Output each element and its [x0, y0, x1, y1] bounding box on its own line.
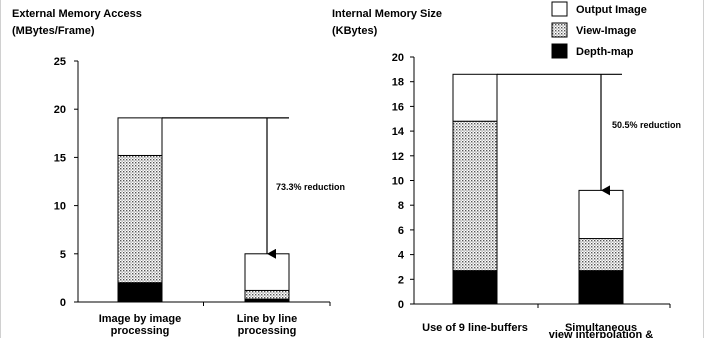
y-tick-label: 10: [392, 176, 404, 188]
chart-title-line: (KBytes): [332, 25, 378, 37]
y-tick-label: 20: [392, 52, 404, 64]
legend-swatch-dotted: [551, 22, 568, 38]
legend-label: View-Image: [576, 25, 636, 37]
bar-segment-view-image-0: [452, 120, 498, 272]
legend-label: Depth-map: [576, 46, 634, 58]
legend-swatch-black: [551, 43, 568, 59]
category-label: Simultaneous: [565, 322, 637, 334]
reduction-annotation: 73.3% reduction: [276, 182, 345, 192]
category-label: Use of 9 line-buffers: [422, 322, 528, 334]
category-label: view interpolation &: [549, 329, 654, 338]
internal-memory-chart: Internal Memory Size (KBytes) 0 2 4 6 8 10 12 14 1…: [332, 8, 681, 338]
y-tick-label: 8: [398, 200, 404, 212]
category-label: processing: [238, 325, 297, 337]
external-memory-chart: External Memory Access (MBytes/Frame) 0 5 10…: [12, 8, 345, 337]
y-tick-label: 16: [392, 101, 404, 113]
legend: Output Image View-Image Depth-map: [551, 1, 647, 59]
bar-segment-view-image-1: [578, 238, 624, 272]
bar-segment-view-image-0: [117, 154, 163, 284]
category-label: processing: [111, 325, 170, 337]
y-tick-label: 0: [60, 297, 66, 309]
bar-segment-depth-map-0: [452, 270, 498, 305]
reduction-annotation: 50.5% reduction: [612, 120, 681, 130]
y-tick-label: 4: [398, 250, 405, 262]
y-tick-label: 6: [398, 225, 404, 237]
y-tick-label: 12: [392, 151, 404, 163]
category-label: Image by image: [99, 313, 182, 325]
category-label: Line by line: [237, 313, 298, 325]
y-tick-label: 18: [392, 77, 404, 89]
legend-label: Output Image: [576, 4, 647, 16]
chart-title-line: (MBytes/Frame): [12, 25, 95, 37]
bar-segment-output-image-1: [244, 253, 290, 291]
bar-segment-output-image-0: [117, 117, 163, 156]
y-tick-label: 10: [54, 201, 66, 213]
bar-segment-depth-map-1: [578, 270, 624, 305]
y-tick-label: 2: [398, 274, 404, 286]
y-tick-label: 20: [54, 104, 66, 116]
figure-left-border: [0, 0, 1, 338]
chart-title-line: Internal Memory Size: [332, 8, 442, 20]
legend-swatch-white: [551, 1, 568, 17]
y-tick-label: 15: [54, 152, 66, 164]
y-tick-label: 14: [392, 126, 405, 138]
y-tick-label: 5: [60, 249, 66, 261]
chart-title-line: External Memory Access: [12, 8, 142, 20]
bar-segment-output-image-0: [452, 73, 498, 122]
y-tick-label: 0: [398, 299, 404, 311]
y-tick-label: 25: [54, 56, 66, 68]
bar-segment-view-image-1: [244, 289, 290, 300]
bar-segment-depth-map-0: [117, 282, 163, 303]
bar-segment-output-image-1: [578, 189, 624, 240]
